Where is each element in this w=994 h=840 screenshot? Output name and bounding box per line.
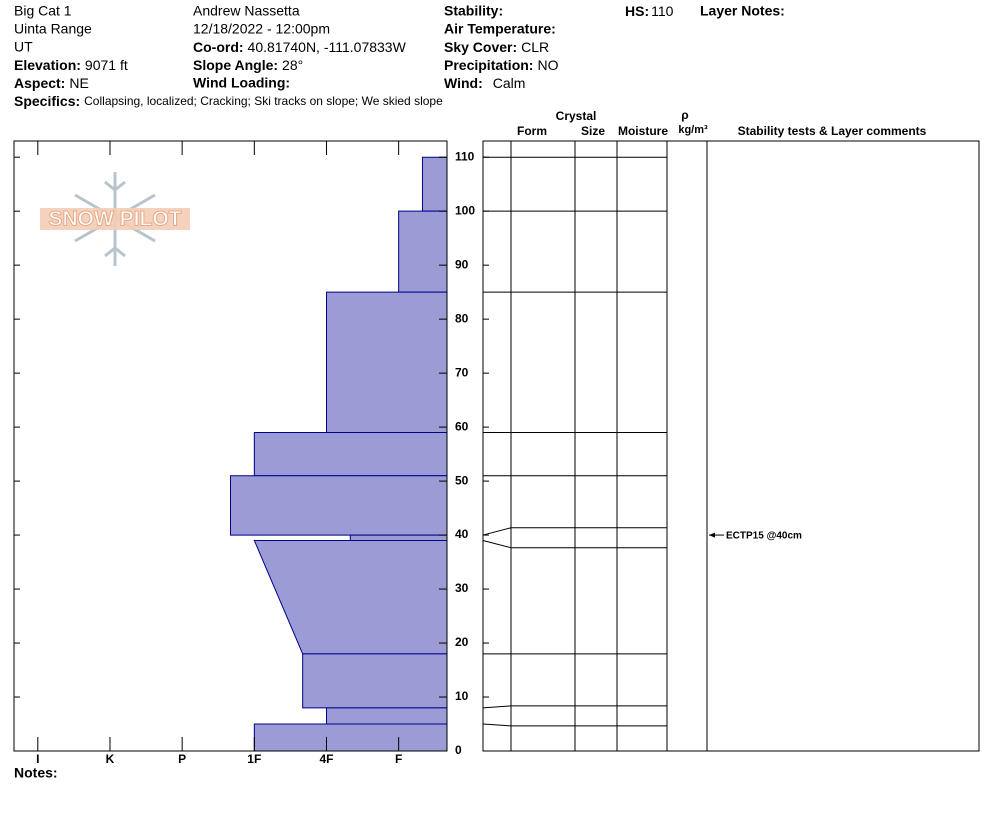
hardness-layer <box>421 156 448 212</box>
label: Wind: <box>444 75 483 91</box>
x-tick-label: 1F <box>247 752 261 766</box>
label: Precipitation: <box>444 57 533 73</box>
table-header: Form <box>517 124 547 138</box>
table-header: Crystal <box>556 109 597 123</box>
y-tick-label: 110 <box>455 149 475 163</box>
hardness-layer <box>230 475 448 536</box>
label: Elevation: <box>14 57 81 73</box>
aspect: Aspect: NE <box>14 75 89 91</box>
hardness-layer <box>325 707 448 725</box>
notes: Notes: <box>14 765 58 781</box>
state: UT <box>14 39 33 55</box>
hardness-layer <box>253 723 448 752</box>
table-frame <box>482 140 980 752</box>
y-tick-label: 0 <box>455 743 462 757</box>
range: Uinta Range <box>14 21 92 37</box>
value: 110 <box>651 3 674 19</box>
hardness-layer <box>253 432 448 477</box>
hardness-layer <box>302 653 448 709</box>
observer: Andrew Nassetta <box>193 3 300 19</box>
wind: Wind: Calm <box>444 75 525 91</box>
value: 28° <box>282 57 303 73</box>
y-tick-label: 90 <box>455 257 469 271</box>
coord: Co-ord: 40.81740N, -111.07833W <box>193 39 407 55</box>
value: CLR <box>521 39 549 55</box>
stability: Stability: <box>444 3 503 19</box>
y-tick-label: 60 <box>455 419 469 433</box>
y-tick-label: 50 <box>455 473 469 487</box>
value: Calm <box>493 75 526 91</box>
y-tick-label: 70 <box>455 365 469 379</box>
y-tick-label: 20 <box>455 635 469 649</box>
hardness-layer <box>253 539 448 655</box>
layer-boundary <box>482 539 667 549</box>
layer-notes: Layer Notes: <box>700 3 785 19</box>
air-temperature: Air Temperature: <box>444 21 556 37</box>
sky-cover: Sky Cover: CLR <box>444 39 549 55</box>
label: HS: <box>625 3 649 19</box>
label: Aspect: <box>14 75 65 91</box>
value: NE <box>69 75 88 91</box>
y-tick-label: 10 <box>455 689 469 703</box>
plot-frame <box>13 140 448 752</box>
y-tick-label: 100 <box>455 203 475 217</box>
wind-loading: Wind Loading: <box>193 75 290 91</box>
x-tick-label: F <box>395 752 402 766</box>
x-tick-label: P <box>178 752 186 766</box>
x-tick-label: 4F <box>319 752 333 766</box>
test-arrowhead <box>709 532 715 538</box>
y-tick-label: 30 <box>455 581 469 595</box>
layer-boundary <box>482 705 667 709</box>
table-header: Moisture <box>618 124 668 138</box>
site: Big Cat 1 <box>14 3 72 19</box>
specifics: Specifics: Collapsing, localized; Crackin… <box>14 93 443 109</box>
x-tick-label: I <box>36 752 39 766</box>
hardness-layer <box>349 534 448 541</box>
table-header: Stability tests & Layer comments <box>738 124 927 138</box>
elevation: Elevation: 9071 ft <box>14 57 128 73</box>
datetime: 12/18/2022 - 12:00pm <box>193 21 330 37</box>
hardness-layer <box>398 210 448 293</box>
table-header: kg/m³ <box>678 124 708 136</box>
value: 40.81740N, -111.07833W <box>248 39 407 55</box>
slope: Slope Angle: 28° <box>193 57 303 73</box>
table-header: ρ <box>681 108 688 122</box>
value: Collapsing, localized; Cracking; Ski tra… <box>84 94 443 108</box>
y-tick-label: 80 <box>455 311 469 325</box>
label: Sky Cover: <box>444 39 517 55</box>
label: Specifics: <box>14 93 80 109</box>
layer-boundary <box>482 723 667 727</box>
label: Slope Angle: <box>193 57 278 73</box>
y-tick-label: 40 <box>455 527 469 541</box>
x-tick-label: K <box>106 752 115 766</box>
precipitation: Precipitation: NO <box>444 57 559 73</box>
value: 9071 ft <box>85 57 128 73</box>
label: Co-ord: <box>193 39 244 55</box>
test-label: ECTP15 @40cm <box>726 531 802 542</box>
layer-boundary <box>482 527 667 536</box>
logo-text: SNOW PILOT <box>49 208 182 231</box>
hardness-layer <box>325 291 448 434</box>
logo-band <box>40 208 190 230</box>
hs: HS: 110 <box>625 3 674 19</box>
table-header: Size <box>581 124 605 138</box>
value: NO <box>537 57 558 73</box>
